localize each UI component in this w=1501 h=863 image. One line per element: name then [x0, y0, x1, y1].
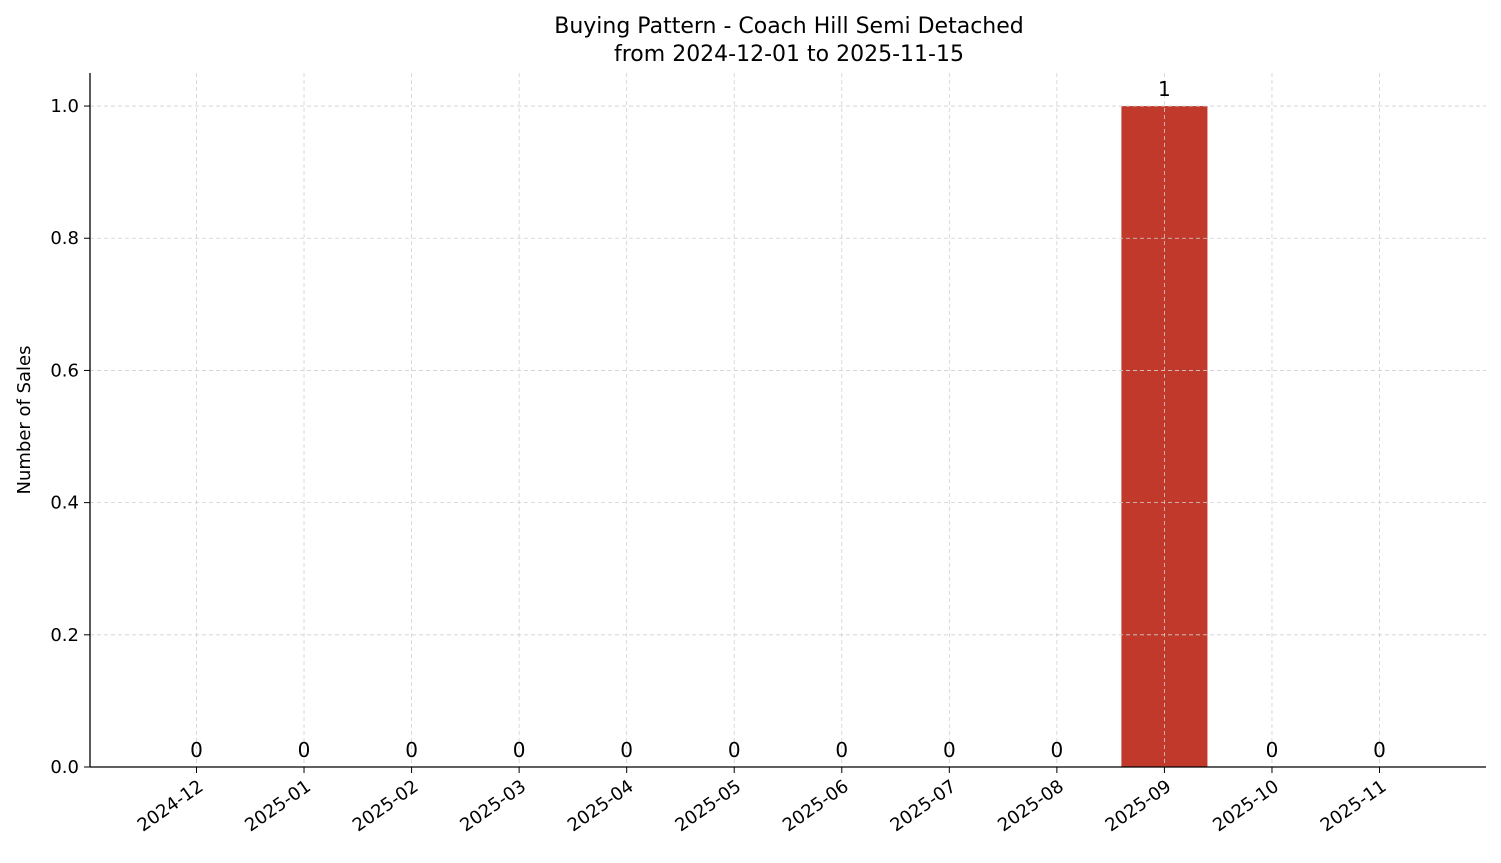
y-tick-label: 0.0	[50, 757, 79, 778]
x-tick-label: 2025-02	[349, 776, 423, 836]
chart-title: Buying Pattern - Coach Hill Semi Detache…	[554, 14, 1024, 39]
x-tick-label: 2024-12	[134, 776, 208, 836]
data-label: 1	[1158, 77, 1171, 101]
x-tick-label: 2025-01	[241, 776, 315, 836]
data-label: 0	[298, 738, 311, 762]
x-tick-label: 2025-08	[994, 776, 1068, 836]
y-axis-label: Number of Sales	[14, 345, 35, 494]
data-label: 0	[190, 738, 203, 762]
data-label: 0	[943, 738, 956, 762]
data-labels-group: 0 0 0 0 0 0 0 0 0 1 0 0	[190, 77, 1386, 762]
x-tick-label: 2025-10	[1209, 776, 1283, 836]
chart-subtitle: from 2024-12-01 to 2025-11-15	[614, 42, 964, 67]
y-tick-label: 0.6	[50, 360, 79, 381]
y-tick-label: 0.4	[50, 493, 79, 514]
y-tick-label: 0.2	[50, 625, 79, 646]
x-tick-label: 2025-06	[779, 776, 853, 836]
data-label: 0	[728, 738, 741, 762]
data-label: 0	[405, 738, 418, 762]
x-tick-label: 2025-05	[671, 776, 745, 836]
y-tick-label: 1.0	[50, 96, 79, 117]
grid-group	[90, 73, 1486, 767]
x-tick-label: 2025-03	[456, 776, 530, 836]
x-tick-label: 2025-09	[1102, 776, 1176, 836]
data-label: 0	[620, 738, 633, 762]
data-label: 0	[1373, 738, 1386, 762]
data-label: 0	[835, 738, 848, 762]
x-tick-label: 2025-04	[564, 776, 638, 836]
x-tick-label: 2025-11	[1317, 776, 1391, 836]
y-tick-label: 0.8	[50, 228, 79, 249]
axes-group: 0.0 0.2 0.4 0.6 0.8 1.0 2024-12 2025-01 2025-02 2…	[50, 73, 1486, 836]
bars-group	[1121, 106, 1208, 768]
data-label: 0	[1266, 738, 1279, 762]
x-tick-label: 2025-07	[887, 776, 961, 836]
bar-2025-09	[1121, 106, 1208, 768]
data-label: 0	[1051, 738, 1064, 762]
data-label: 0	[513, 738, 526, 762]
